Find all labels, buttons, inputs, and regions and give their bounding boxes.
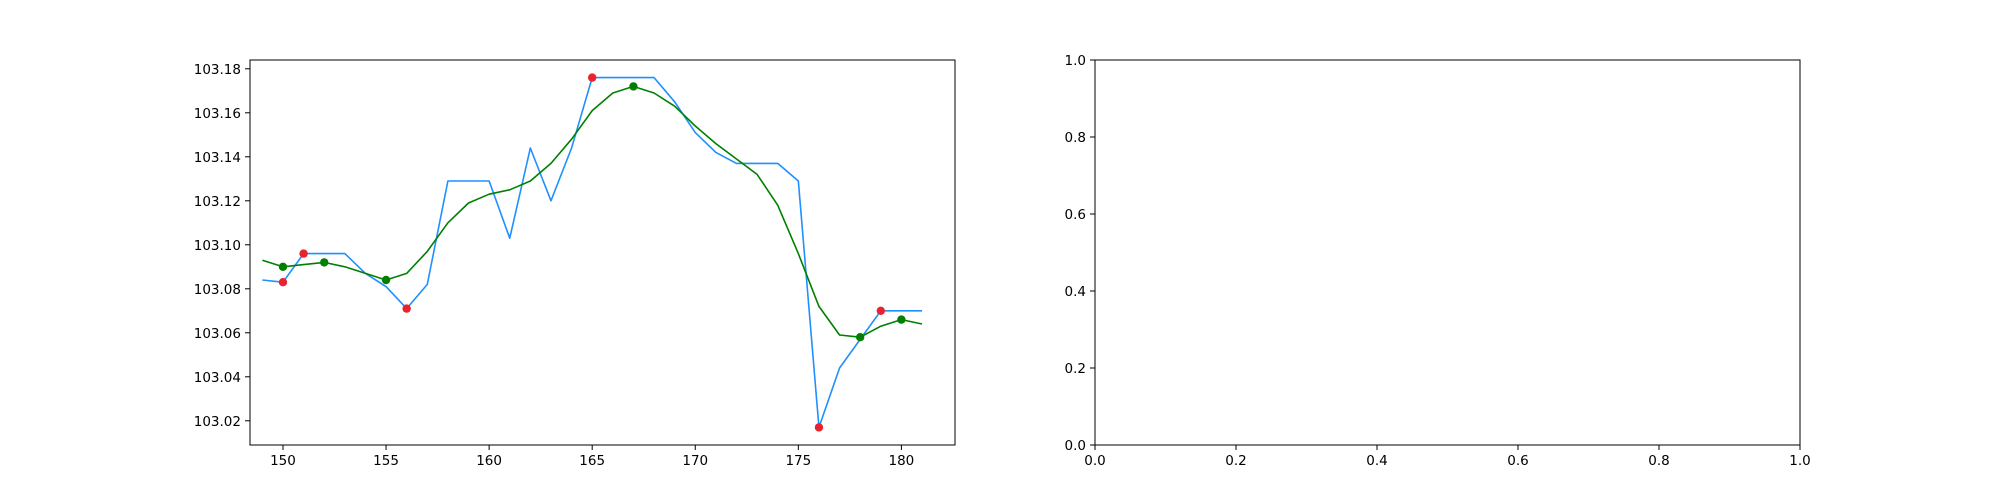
y-tick-label: 1.0 bbox=[1065, 53, 1086, 69]
right-empty-chart: 0.0 0.2 0.4 0.6 0.8 1.0 0.0 0.2 0.4 0.6 0.8 1.0 bbox=[1065, 53, 1811, 469]
x-tick-label: 155 bbox=[373, 453, 399, 469]
extrema-smoothed-point bbox=[320, 258, 329, 267]
extrema-smoothed-point bbox=[381, 275, 391, 285]
x-tick-label: 180 bbox=[889, 453, 915, 469]
y-tick-label: 103.10 bbox=[194, 238, 241, 254]
extrema-raw-point bbox=[402, 304, 411, 313]
y-tick-label: 103.06 bbox=[194, 326, 241, 342]
extrema-smoothed-point bbox=[897, 315, 906, 324]
x-tick-label: 0.4 bbox=[1366, 453, 1387, 469]
x-tick-label: 170 bbox=[682, 453, 708, 469]
smoothed-line bbox=[262, 85, 923, 339]
extrema-smoothed-point bbox=[278, 262, 288, 271]
y-tick-label: 103.08 bbox=[194, 282, 241, 298]
x-tick-label: 0.2 bbox=[1225, 453, 1246, 469]
y-tick-label: 0.8 bbox=[1065, 130, 1086, 146]
x-tick-label: 175 bbox=[785, 453, 811, 469]
axes-frame bbox=[249, 59, 956, 446]
x-tick-label: 160 bbox=[476, 453, 502, 469]
y-tick-label: 103.18 bbox=[194, 62, 241, 78]
y-tick-label: 0.2 bbox=[1065, 361, 1086, 377]
x-tick-label: 0.6 bbox=[1507, 453, 1528, 469]
x-tick-label: 0.0 bbox=[1084, 453, 1105, 469]
extrema-smoothed-point bbox=[855, 333, 865, 342]
axes-frame bbox=[1094, 59, 1801, 446]
y-tick-label: 103.12 bbox=[194, 194, 241, 210]
extrema-raw-point bbox=[814, 423, 824, 432]
extrema-raw-point bbox=[278, 278, 288, 287]
x-tick-label: 0.8 bbox=[1648, 453, 1669, 469]
extrema-smoothed-point bbox=[629, 82, 638, 91]
left-price-chart: 150 155 160 165 170 175 180 103.02 103.04 103.06 1… bbox=[194, 59, 956, 469]
y-tick-label: 103.02 bbox=[194, 414, 241, 430]
x-tick-label: 150 bbox=[270, 453, 296, 469]
extrema-raw-point bbox=[587, 73, 597, 82]
y-tick-label: 0.0 bbox=[1065, 438, 1086, 454]
y-tick-label: 103.14 bbox=[194, 150, 241, 166]
x-tick-label: 165 bbox=[579, 453, 605, 469]
y-tick-label: 0.4 bbox=[1065, 284, 1086, 300]
extrema-raw-point bbox=[299, 249, 308, 258]
x-tick-label: 1.0 bbox=[1789, 453, 1810, 469]
y-tick-label: 103.04 bbox=[194, 370, 241, 386]
y-tick-label: 103.16 bbox=[194, 106, 241, 122]
y-tick-label: 0.6 bbox=[1065, 207, 1086, 223]
extrema-raw-point bbox=[876, 306, 885, 315]
